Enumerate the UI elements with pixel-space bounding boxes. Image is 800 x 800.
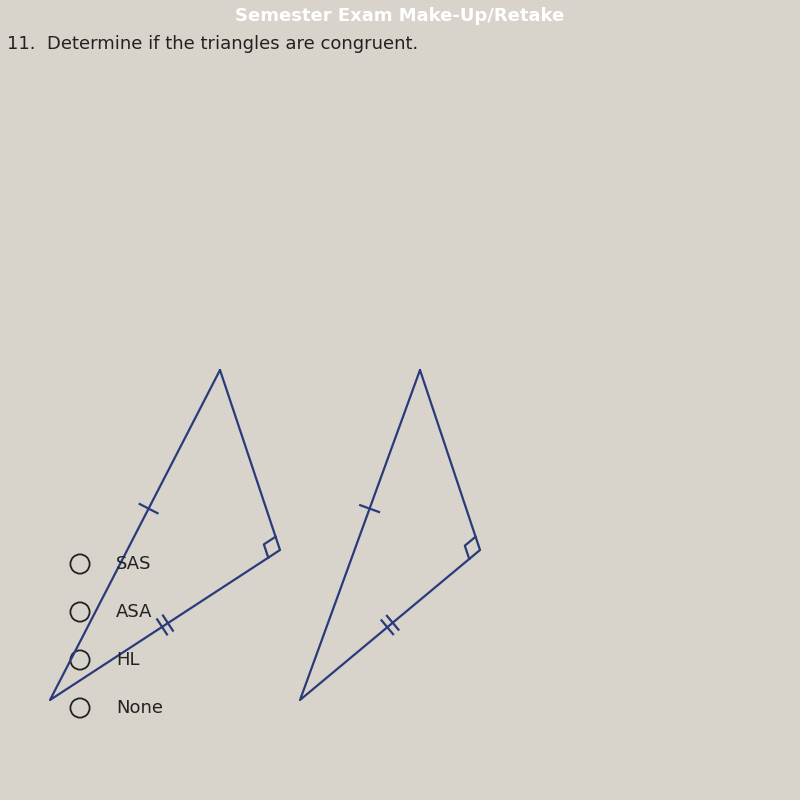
Text: Semester Exam Make-Up/Retake: Semester Exam Make-Up/Retake <box>235 7 565 26</box>
Text: SAS: SAS <box>116 555 151 573</box>
Text: ASA: ASA <box>116 603 153 621</box>
Text: HL: HL <box>116 651 139 669</box>
Text: 11.  Determine if the triangles are congruent.: 11. Determine if the triangles are congr… <box>7 35 418 53</box>
Text: None: None <box>116 699 163 717</box>
